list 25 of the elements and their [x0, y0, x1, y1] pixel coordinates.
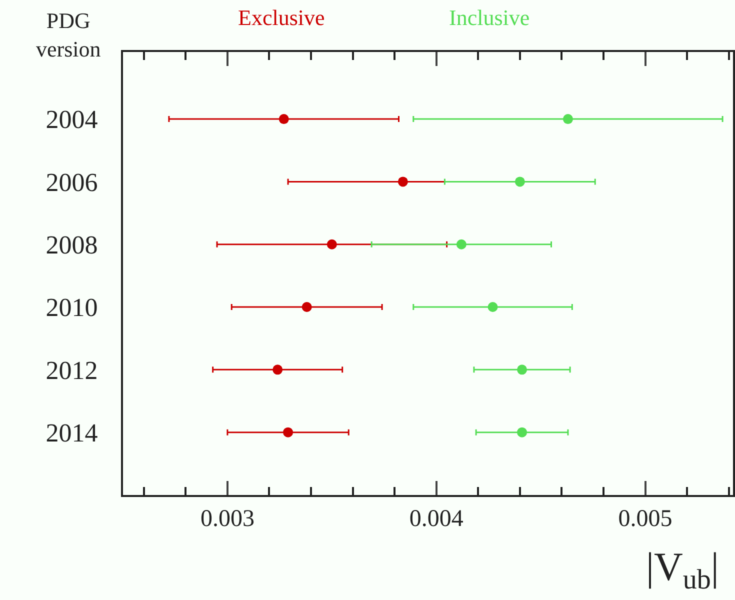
y-tick-label: 2010	[46, 293, 98, 322]
x-tick-label: 0.003	[200, 506, 254, 532]
x-axis-title: |V$_{ub}$|	[646, 544, 719, 596]
y-tick-label: 2014	[46, 418, 98, 448]
text: Exclusive	[238, 5, 325, 30]
x-tick-label: 0.004	[409, 506, 464, 532]
y-tick-label: 2004	[46, 105, 98, 134]
point	[278, 114, 289, 124]
point	[514, 176, 525, 187]
point	[517, 364, 528, 375]
text: Inclusive	[449, 5, 530, 30]
point	[272, 364, 283, 375]
point	[517, 427, 528, 438]
y-tick-label: 2008	[46, 230, 98, 260]
y-axis-title: PDG version	[36, 8, 101, 62]
x-tick-label: 0.005	[618, 506, 672, 532]
point	[398, 176, 408, 187]
point	[488, 302, 498, 312]
point	[562, 114, 573, 124]
y-tick-label: 2006	[46, 168, 98, 197]
point	[283, 427, 294, 438]
point	[326, 239, 337, 250]
point	[456, 239, 466, 250]
point	[302, 302, 312, 312]
y-tick-label: 2012	[46, 356, 98, 385]
